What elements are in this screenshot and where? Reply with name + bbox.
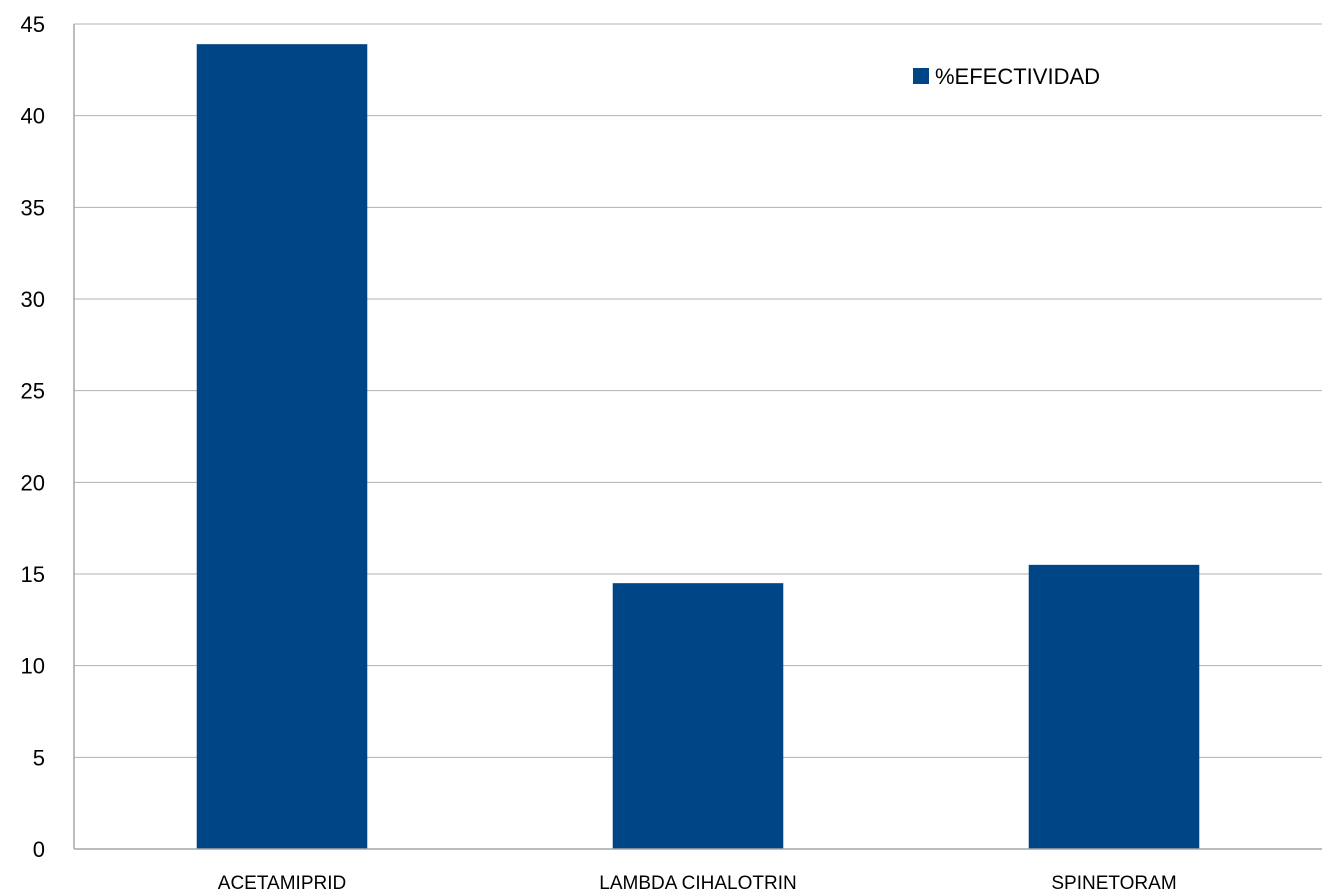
- x-tick-labels: ACETAMIPRID LAMBDA CIHALOTRIN SPINETORAM: [218, 873, 1177, 892]
- y-tick-label-6: 30: [21, 287, 45, 312]
- y-tick-label-8: 40: [21, 104, 45, 129]
- x-tick-label-0: ACETAMIPRID: [218, 873, 346, 892]
- legend-swatch: [913, 68, 929, 84]
- x-tick-label-2: SPINETORAM: [1051, 873, 1176, 892]
- bars: [196, 44, 1200, 849]
- y-tick-label-7: 35: [21, 195, 45, 220]
- y-tick-label-9: 45: [21, 12, 45, 37]
- y-tick-label-4: 20: [21, 470, 45, 495]
- x-tick-label-1: LAMBDA CIHALOTRIN: [599, 873, 796, 892]
- y-tick-label-0: 0: [33, 837, 45, 862]
- legend: %EFECTIVIDAD: [913, 64, 1100, 89]
- legend-label: %EFECTIVIDAD: [935, 64, 1100, 89]
- bar-lambda-cihalotrin: [612, 583, 784, 849]
- y-tick-label-2: 10: [21, 654, 45, 679]
- bar-spinetoram: [1028, 564, 1200, 849]
- y-tick-labels: 0 5 10 15 20 25 30 35 40 45: [21, 12, 45, 862]
- y-tick-label-3: 15: [21, 562, 45, 587]
- y-tick-label-5: 25: [21, 379, 45, 404]
- bar-acetamiprid: [196, 44, 368, 849]
- y-tick-label-1: 5: [33, 745, 45, 770]
